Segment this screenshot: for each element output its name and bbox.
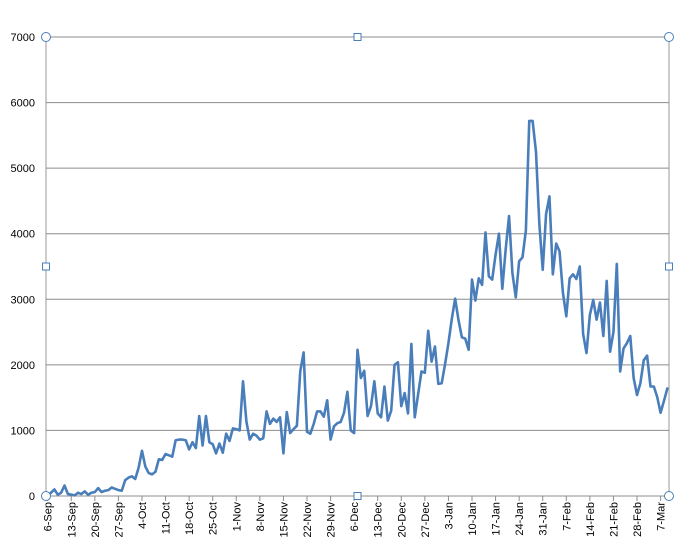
x-tick-label: 3-Jan <box>443 502 455 530</box>
x-tick-label: 14-Feb <box>585 502 597 537</box>
series-layer <box>46 119 669 498</box>
x-tick-label: 15-Nov <box>278 502 290 538</box>
x-tick-label: 27-Sep <box>113 502 125 537</box>
edge-resize-handle[interactable] <box>353 492 362 500</box>
x-tick-label: 13-Dec <box>373 502 385 538</box>
x-tick-label: 31-Jan <box>538 502 550 536</box>
edge-resize-handle[interactable] <box>42 262 50 271</box>
x-tick-label: 7-Mar <box>656 502 668 531</box>
selection-handles[interactable] <box>41 32 674 501</box>
edge-resize-handle[interactable] <box>665 262 673 271</box>
y-tick-label: 6000 <box>11 98 35 110</box>
edge-resize-handle[interactable] <box>353 33 362 41</box>
y-tick-label: 5000 <box>11 163 35 175</box>
x-tick-label: 28-Feb <box>632 502 644 537</box>
corner-resize-handle[interactable] <box>41 491 51 501</box>
corner-resize-handle[interactable] <box>664 491 674 501</box>
y-tick-label: 0 <box>29 491 35 503</box>
corner-resize-handle[interactable] <box>41 32 51 42</box>
x-tick-label: 17-Jan <box>491 502 503 536</box>
grid-layer <box>45 36 670 497</box>
x-tick-label: 8-Nov <box>255 502 267 532</box>
x-tick-label: 4-Oct <box>137 502 149 529</box>
x-tick-label: 21-Feb <box>608 502 620 537</box>
y-tick-label: 4000 <box>11 229 35 241</box>
x-tick-label: 22-Nov <box>302 502 314 538</box>
y-tick-label: 2000 <box>11 360 35 372</box>
x-tick-label: 1-Nov <box>231 502 243 532</box>
x-tick-label: 10-Jan <box>467 502 479 536</box>
x-tick-label: 20-Dec <box>396 502 408 538</box>
x-tick-label: 13-Sep <box>66 502 78 537</box>
y-tick-label: 3000 <box>11 294 35 306</box>
x-tick-label: 6-Dec <box>349 502 361 532</box>
x-tick-labels: 6-Sep 13-Sep 20-Sep 27-Sep 4-Oct 11-Oct 18-Oct… <box>43 502 668 538</box>
y-tick-labels: 0 1000 2000 3000 4000 5000 6000 7000 <box>11 32 35 503</box>
y-tick-label: 1000 <box>11 425 35 437</box>
x-tick-label: 25-Oct <box>208 502 220 535</box>
x-tick-label: 7-Feb <box>561 502 573 531</box>
x-tick-label: 20-Sep <box>90 502 102 537</box>
y-tick-label: 7000 <box>11 32 35 44</box>
x-tick-label: 24-Jan <box>514 502 526 536</box>
x-tick-label: 29-Nov <box>326 502 338 538</box>
corner-resize-handle[interactable] <box>664 32 674 42</box>
x-tick-label: 27-Dec <box>420 502 432 538</box>
plot-area-frame <box>45 36 670 497</box>
series-line <box>46 119 669 498</box>
x-tick-label: 18-Oct <box>184 502 196 535</box>
x-tick-label: 6-Sep <box>43 502 55 531</box>
x-tick-label: 11-Oct <box>161 502 173 534</box>
